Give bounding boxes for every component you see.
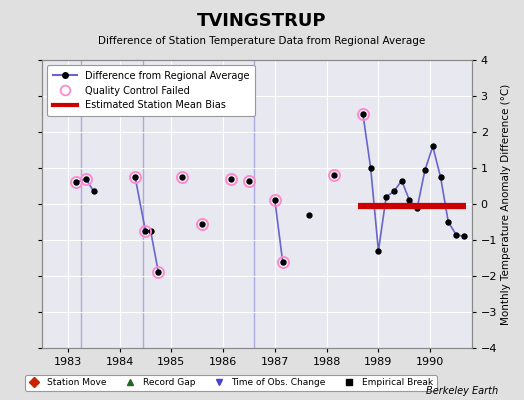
Legend: Station Move, Record Gap, Time of Obs. Change, Empirical Break: Station Move, Record Gap, Time of Obs. C… xyxy=(26,375,436,391)
Text: Difference of Station Temperature Data from Regional Average: Difference of Station Temperature Data f… xyxy=(99,36,425,46)
Text: TVINGSTRUP: TVINGSTRUP xyxy=(197,12,327,30)
Text: Berkeley Earth: Berkeley Earth xyxy=(425,386,498,396)
Y-axis label: Monthly Temperature Anomaly Difference (°C): Monthly Temperature Anomaly Difference (… xyxy=(501,83,511,325)
